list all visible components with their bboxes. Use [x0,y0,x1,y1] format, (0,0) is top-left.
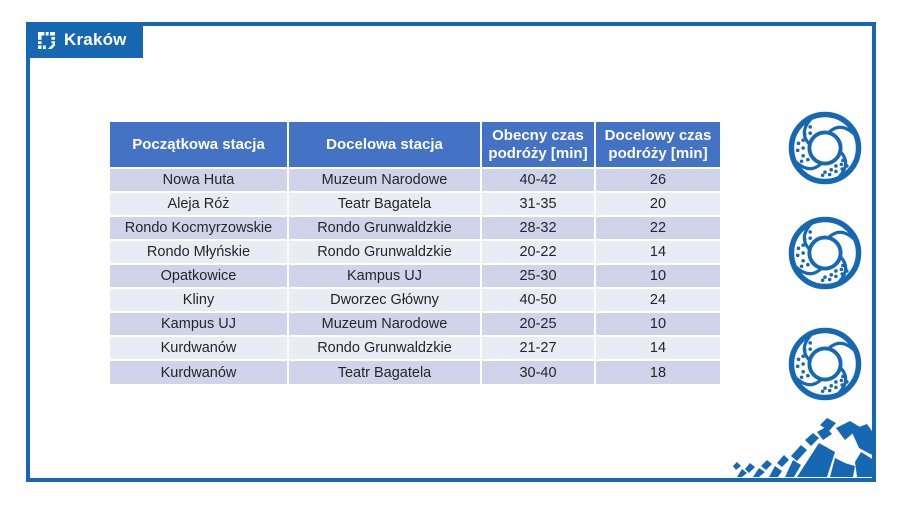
table-cell: Muzeum Narodowe [287,167,481,192]
table-cell: Rondo Grunwaldzkie [287,215,481,240]
table-cell: 26 [594,167,720,192]
roundabout-icon-column [786,109,864,403]
table-cell: Nowa Huta [110,167,288,192]
roundabout-icon [788,327,862,401]
table-row: Opatkowice Kampus UJ 25-30 10 [110,263,720,288]
table-row: Rondo Kocmyrzowskie Rondo Grunwaldzkie 28-… [110,215,720,240]
city-badge: Kraków [28,22,143,58]
table-cell: 10 [594,263,720,288]
table-cell: 24 [594,287,720,312]
table-cell: Kurdwanów [110,335,288,360]
table-cell: 14 [594,239,720,264]
table-cell: Muzeum Narodowe [287,311,481,336]
table-cell: Kliny [110,287,288,312]
table-row: Kurdwanów Rondo Grunwaldzkie 21-27 14 [110,335,720,360]
table-row: Kampus UJ Muzeum Narodowe 20-25 10 [110,311,720,336]
table-cell: 22 [594,215,720,240]
table-cell: Kampus UJ [287,263,481,288]
column-header-start-station: Początkowa stacja [110,122,288,168]
city-map-decoration [733,418,874,477]
table-cell: 30-40 [480,359,595,384]
table-cell: Teatr Bagatela [287,359,481,384]
table-cell: 21-27 [480,335,595,360]
table-row: Nowa Huta Muzeum Narodowe 40-42 26 [110,167,720,192]
table-cell: 18 [594,359,720,384]
table-body: Nowa Huta Muzeum Narodowe 40-42 26 Aleja Róż… [110,167,720,384]
table-cell: 40-42 [480,167,595,192]
table-row: Kurdwanów Teatr Bagatela 30-40 18 [110,359,720,384]
table-row: Aleja Róż Teatr Bagatela 31-35 20 [110,191,720,216]
table-cell: Rondo Grunwaldzkie [287,239,481,264]
table-cell: 28-32 [480,215,595,240]
roundabout-icon [788,111,862,185]
city-badge-label: Kraków [64,30,127,49]
table-cell: 20-25 [480,311,595,336]
table-cell: 20-22 [480,239,595,264]
table-cell: Rondo Kocmyrzowskie [110,215,288,240]
column-header-destination-station: Docelowa stacja [287,122,481,168]
table-cell: Opatkowice [110,263,288,288]
table-cell: Teatr Bagatela [287,191,481,216]
table-header: Początkowa stacja Docelowa stacja Obecny… [110,122,720,168]
travel-times-table: Początkowa stacja Docelowa stacja Obecny… [110,122,720,384]
table-cell: 25-30 [480,263,595,288]
column-header-target-time: Docelowy czas podróży [min] [594,122,720,168]
table-cell: 10 [594,311,720,336]
table-row: Rondo Młyńskie Rondo Grunwaldzkie 20-22 14 [110,239,720,264]
table-cell: 14 [594,335,720,360]
table-cell: Aleja Róż [110,191,288,216]
krakow-logo-icon [38,31,55,49]
table-cell: 20 [594,191,720,216]
table-cell: 40-50 [480,287,595,312]
table-cell: Rondo Młyńskie [110,239,288,264]
table-cell: Kampus UJ [110,311,288,336]
table-cell: Kurdwanów [110,359,288,384]
column-header-current-time: Obecny czas podróży [min] [480,122,595,168]
slide-frame [26,22,876,482]
table-row: Kliny Dworzec Główny 40-50 24 [110,287,720,312]
table-cell: Dworzec Główny [287,287,481,312]
roundabout-icon [788,216,862,290]
table-cell: 31-35 [480,191,595,216]
table-cell: Rondo Grunwaldzkie [287,335,481,360]
